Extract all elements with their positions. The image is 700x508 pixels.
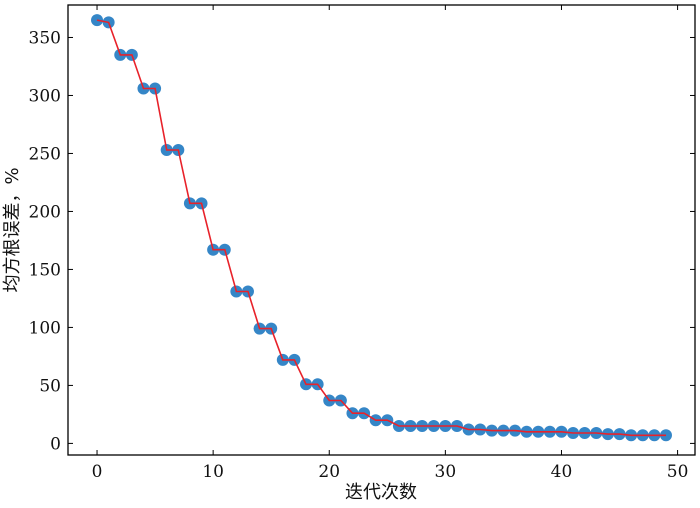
series-markers bbox=[91, 14, 672, 442]
y-tick-label: 150 bbox=[29, 260, 61, 280]
y-tick-label: 0 bbox=[50, 434, 61, 454]
y-tick-label: 100 bbox=[29, 318, 61, 338]
y-tick-label: 350 bbox=[29, 28, 61, 48]
x-tick-label: 0 bbox=[92, 462, 103, 482]
x-tick-label: 50 bbox=[667, 462, 689, 482]
x-axis-label: 迭代次数 bbox=[345, 482, 417, 503]
y-tick-label: 50 bbox=[39, 376, 61, 396]
y-tick-label: 250 bbox=[29, 144, 61, 164]
y-tick-label: 300 bbox=[29, 86, 61, 106]
x-axis: 0 10 20 30 40 50 bbox=[92, 5, 689, 482]
series-line bbox=[96, 19, 666, 437]
x-tick-label: 10 bbox=[202, 462, 224, 482]
x-tick-label: 40 bbox=[551, 462, 573, 482]
y-axis: 0 50 100 150 200 250 300 350 bbox=[29, 28, 695, 454]
y-axis-label: 均方根误差，% bbox=[2, 167, 23, 292]
x-tick-label: 20 bbox=[318, 462, 340, 482]
y-tick-label: 200 bbox=[29, 202, 61, 222]
plot-frame bbox=[67, 4, 696, 456]
x-tick-label: 30 bbox=[435, 462, 457, 482]
